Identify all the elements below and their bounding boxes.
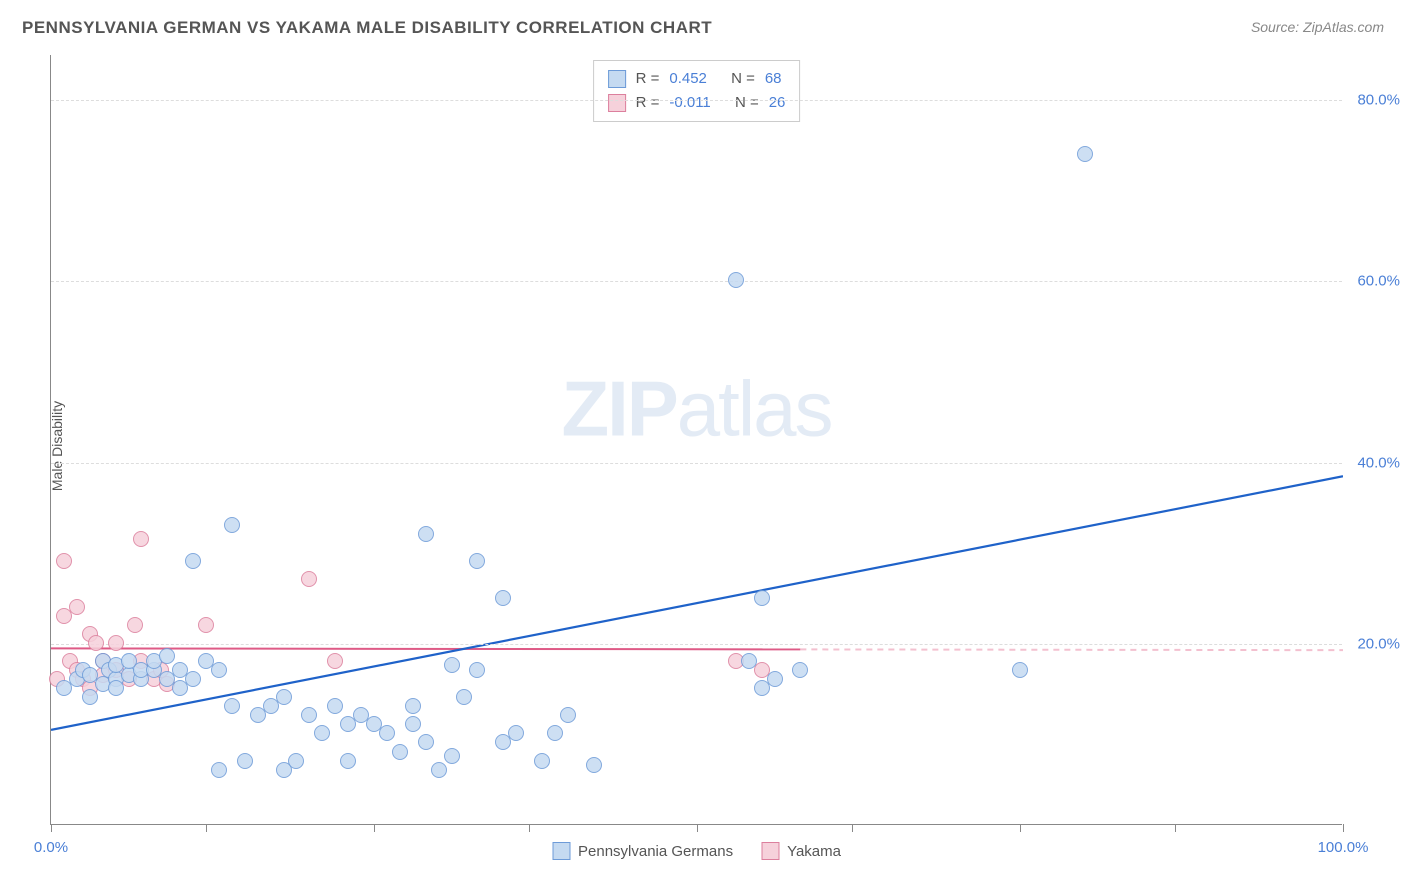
- scatter-point-pa-german: [534, 753, 550, 769]
- scatter-point-pa-german: [741, 653, 757, 669]
- ytick-label: 40.0%: [1357, 454, 1400, 471]
- ytick-label: 60.0%: [1357, 273, 1400, 290]
- legend-swatch-yakama: [761, 842, 779, 860]
- scatter-point-pa-german: [82, 689, 98, 705]
- watermark-zip: ZIP: [561, 364, 676, 452]
- scatter-point-yakama: [69, 599, 85, 615]
- scatter-point-pa-german: [327, 698, 343, 714]
- xtick: [206, 824, 207, 832]
- grid-line: [51, 644, 1342, 645]
- xtick: [374, 824, 375, 832]
- n-value-pa-german: 68: [765, 67, 782, 91]
- chart-plot-area: ZIPatlas R = 0.452 N = 68 R = -0.011 N =…: [50, 55, 1342, 825]
- watermark-rest: atlas: [677, 364, 832, 452]
- scatter-point-pa-german: [1077, 146, 1093, 162]
- scatter-point-yakama: [127, 617, 143, 633]
- source-attribution: Source: ZipAtlas.com: [1251, 19, 1384, 37]
- scatter-point-pa-german: [586, 757, 602, 773]
- scatter-point-pa-german: [728, 272, 744, 288]
- stats-row-yakama: R = -0.011 N = 26: [608, 91, 786, 115]
- scatter-point-pa-german: [418, 526, 434, 542]
- xtick: [1020, 824, 1021, 832]
- scatter-point-yakama: [108, 635, 124, 651]
- scatter-point-pa-german: [211, 662, 227, 678]
- xtick: [1343, 824, 1344, 832]
- ytick-label: 20.0%: [1357, 635, 1400, 652]
- swatch-pa-german: [608, 70, 626, 88]
- scatter-point-pa-german: [276, 689, 292, 705]
- n-label: N =: [735, 91, 759, 115]
- grid-line: [51, 463, 1342, 464]
- scatter-point-pa-german: [431, 762, 447, 778]
- scatter-point-pa-german: [444, 748, 460, 764]
- scatter-point-pa-german: [340, 753, 356, 769]
- scatter-point-pa-german: [392, 744, 408, 760]
- n-label: N =: [731, 67, 755, 91]
- legend-label-yakama: Yakama: [787, 843, 841, 860]
- scatter-point-pa-german: [456, 689, 472, 705]
- ytick-label: 80.0%: [1357, 92, 1400, 109]
- scatter-point-pa-german: [405, 698, 421, 714]
- r-value-pa-german: 0.452: [669, 67, 707, 91]
- scatter-point-yakama: [301, 571, 317, 587]
- xtick-label: 0.0%: [34, 839, 68, 856]
- swatch-yakama: [608, 94, 626, 112]
- stats-row-pa-german: R = 0.452 N = 68: [608, 67, 786, 91]
- scatter-point-yakama: [133, 531, 149, 547]
- xtick-label: 100.0%: [1318, 839, 1369, 856]
- xtick: [529, 824, 530, 832]
- scatter-point-pa-german: [767, 671, 783, 687]
- scatter-point-pa-german: [211, 762, 227, 778]
- scatter-point-pa-german: [444, 657, 460, 673]
- r-label: R =: [636, 67, 660, 91]
- chart-title: PENNSYLVANIA GERMAN VS YAKAMA MALE DISAB…: [22, 18, 712, 38]
- grid-line: [51, 100, 1342, 101]
- r-label: R =: [636, 91, 660, 115]
- scatter-point-pa-german: [301, 707, 317, 723]
- xtick: [51, 824, 52, 832]
- scatter-point-yakama: [56, 553, 72, 569]
- scatter-point-pa-german: [792, 662, 808, 678]
- grid-line: [51, 281, 1342, 282]
- legend-item-yakama: Yakama: [761, 842, 841, 860]
- scatter-point-pa-german: [288, 753, 304, 769]
- scatter-point-pa-german: [547, 725, 563, 741]
- scatter-point-pa-german: [469, 662, 485, 678]
- xtick: [1175, 824, 1176, 832]
- scatter-point-yakama: [88, 635, 104, 651]
- scatter-point-pa-german: [418, 734, 434, 750]
- scatter-point-pa-german: [754, 590, 770, 606]
- scatter-point-yakama: [327, 653, 343, 669]
- r-value-yakama: -0.011: [669, 91, 710, 115]
- trend-lines-svg: [51, 55, 1343, 825]
- stats-legend-box: R = 0.452 N = 68 R = -0.011 N = 26: [593, 60, 801, 122]
- xtick: [852, 824, 853, 832]
- scatter-point-pa-german: [237, 753, 253, 769]
- scatter-point-pa-german: [379, 725, 395, 741]
- legend-label-pa-german: Pennsylvania Germans: [578, 843, 733, 860]
- source-name: ZipAtlas.com: [1303, 19, 1384, 35]
- watermark: ZIPatlas: [561, 363, 831, 454]
- scatter-point-pa-german: [314, 725, 330, 741]
- scatter-point-pa-german: [405, 716, 421, 732]
- legend-swatch-pa-german: [552, 842, 570, 860]
- xtick: [697, 824, 698, 832]
- source-prefix: Source:: [1251, 19, 1303, 35]
- scatter-point-pa-german: [185, 553, 201, 569]
- n-value-yakama: 26: [769, 91, 786, 115]
- scatter-point-pa-german: [469, 553, 485, 569]
- scatter-point-pa-german: [495, 590, 511, 606]
- scatter-point-pa-german: [224, 698, 240, 714]
- scatter-point-pa-german: [560, 707, 576, 723]
- scatter-point-pa-german: [159, 648, 175, 664]
- scatter-point-yakama: [198, 617, 214, 633]
- legend-item-pa-german: Pennsylvania Germans: [552, 842, 733, 860]
- scatter-point-pa-german: [1012, 662, 1028, 678]
- scatter-point-pa-german: [508, 725, 524, 741]
- scatter-point-pa-german: [224, 517, 240, 533]
- scatter-point-pa-german: [172, 680, 188, 696]
- legend-bottom: Pennsylvania Germans Yakama: [552, 842, 841, 860]
- scatter-point-pa-german: [108, 680, 124, 696]
